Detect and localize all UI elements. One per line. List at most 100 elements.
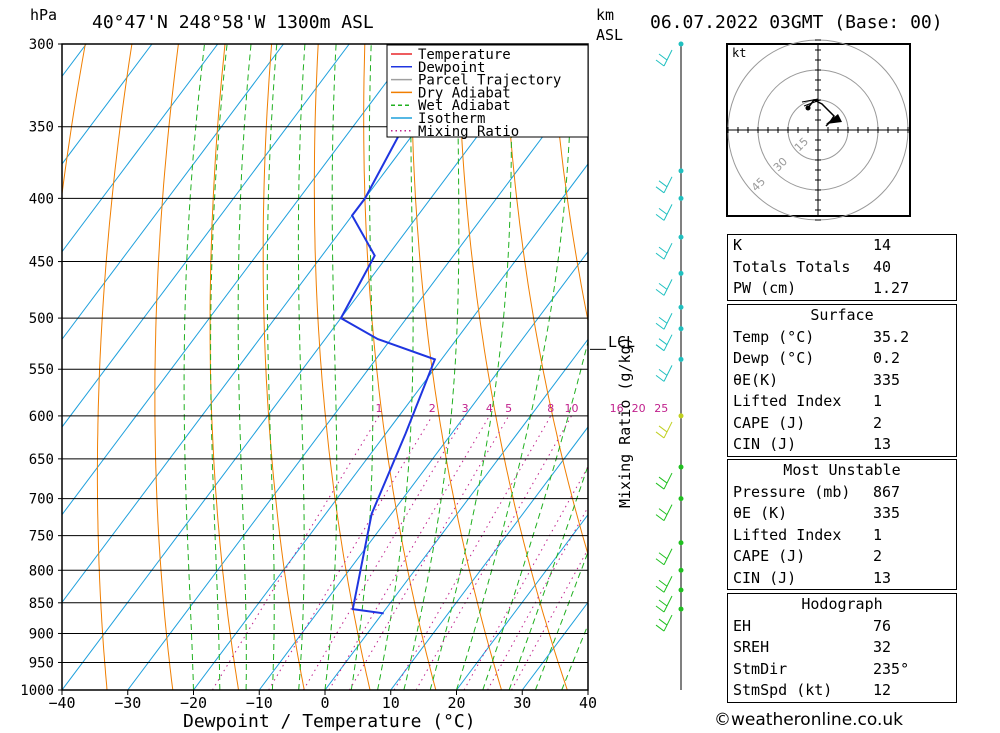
y-tick-label: 350 xyxy=(29,120,54,136)
wind-barb xyxy=(655,204,673,221)
mu-theta-e-value: 335 xyxy=(873,504,901,522)
credit-link[interactable]: ©weatheronline.co.uk xyxy=(714,710,904,730)
dry-adiabat-line xyxy=(154,44,179,690)
surface-theta-e-value: 335 xyxy=(873,370,901,389)
wind-barbs xyxy=(655,41,684,690)
mixing-ratio-line xyxy=(463,465,588,690)
hodograph-point xyxy=(805,105,811,111)
mixing-ratio-label: 5 xyxy=(505,402,512,415)
y-tick-label: 1000 xyxy=(20,683,54,699)
sreh-value: 32 xyxy=(873,638,892,656)
isotherm-line xyxy=(62,44,284,341)
wet-adiabat-line xyxy=(534,550,588,690)
y-tick-label: 700 xyxy=(29,492,54,508)
wind-barb xyxy=(655,614,673,632)
wind-level-dot xyxy=(678,168,684,174)
mixing-ratio-label: 10 xyxy=(564,402,578,415)
mixing-ratio-label: 2 xyxy=(429,402,436,415)
wind-barb xyxy=(655,334,673,352)
wet-adiabat-line xyxy=(183,44,205,690)
mixing-ratio-label: 3 xyxy=(462,402,469,415)
hodograph-unit-label: kt xyxy=(732,46,746,60)
stmdir-value: 235° xyxy=(873,659,910,678)
wind-level-dot xyxy=(678,587,684,593)
totals-totals-label: Totals Totals xyxy=(733,257,851,276)
x-tick-label: 0 xyxy=(320,694,329,712)
mixing-ratio-line xyxy=(349,415,510,690)
isotherm-line xyxy=(456,513,588,690)
wind-level-dot xyxy=(678,234,684,240)
datetime-title: 06.07.2022 03GMT (Base: 00) xyxy=(650,12,943,33)
dry-adiabat-line xyxy=(363,44,437,690)
mixing-ratio-line xyxy=(511,548,588,690)
most-unstable-table: Most Unstable Pressure (mb) 867 θE (K) 335… xyxy=(727,459,957,590)
x-tick-label: 10 xyxy=(382,694,400,712)
wet-adiabat-line xyxy=(266,44,278,690)
dry-adiabat-line xyxy=(550,44,588,323)
wind-level-dot xyxy=(678,464,684,470)
surface-dewp-value: 0.2 xyxy=(873,349,901,367)
wind-level-dot xyxy=(678,356,684,362)
most-unstable-title: Most Unstable xyxy=(783,461,901,479)
mu-li-label: Lifted Index xyxy=(733,525,842,544)
isotherm-line xyxy=(62,44,416,516)
mu-cin-value: 13 xyxy=(873,568,892,587)
mixing-ratio-line xyxy=(211,415,380,690)
isotherm-line xyxy=(62,44,350,428)
surface-cape-value: 2 xyxy=(873,413,883,432)
surface-temp-value: 35.2 xyxy=(873,327,910,346)
wind-level-dot xyxy=(678,567,684,573)
hodograph-stats-title: Hodograph xyxy=(801,595,883,613)
surface-temp-label: Temp (°C) xyxy=(733,327,815,346)
dewpoint-profile xyxy=(339,44,449,615)
surface-cape-label: CAPE (J) xyxy=(733,413,806,432)
mixing-ratio-label: 8 xyxy=(547,402,554,415)
legend-label: Mixing Ratio xyxy=(418,124,519,140)
isotherm-line xyxy=(258,250,588,690)
isotherm-line xyxy=(0,44,21,690)
wind-level-dot xyxy=(678,540,684,546)
mixing-ratio-line xyxy=(268,415,433,690)
surface-table: Surface Temp (°C) 35.2 Dewp (°C) 0.2 θE(K)… xyxy=(727,304,957,457)
hpa-unit-label: hPa xyxy=(30,6,57,24)
x-axis-title: Dewpoint / Temperature (°C) xyxy=(183,711,476,732)
location-title: 40°47'N 248°58'W 1300m ASL xyxy=(92,12,374,33)
hodograph-trace-upper xyxy=(801,98,821,107)
wind-level-dot xyxy=(678,496,684,502)
sreh-label: SREH xyxy=(733,638,770,656)
mu-cape-label: CAPE (J) xyxy=(733,547,806,565)
wind-barb xyxy=(655,279,673,296)
surface-dewp-label: Dewp (°C) xyxy=(733,349,815,367)
x-tick-label: 20 xyxy=(447,694,465,712)
mixing-ratio-label: 1 xyxy=(375,402,382,415)
y-tick-label: 800 xyxy=(29,563,54,579)
asl-unit-label: ASL xyxy=(596,26,623,44)
pw-label: PW (cm) xyxy=(733,279,797,297)
stmspd-label: StmSpd (kt) xyxy=(733,681,833,699)
x-tick-label: −30 xyxy=(114,694,141,712)
isotherm-line xyxy=(390,426,588,690)
y-tick-label: 950 xyxy=(29,655,54,671)
isotherm-line xyxy=(62,44,547,690)
mu-cin-label: CIN (J) xyxy=(733,568,797,587)
stmspd-value: 12 xyxy=(873,681,892,699)
legend-label: Dry Adiabat xyxy=(418,85,511,101)
y-tick-label: 500 xyxy=(29,311,54,327)
surface-li-label: Lifted Index xyxy=(733,392,842,410)
mu-li-value: 1 xyxy=(873,525,883,544)
mixing-ratio-label: 20 xyxy=(632,402,646,415)
dry-adiabat-line xyxy=(96,44,133,690)
wind-barb xyxy=(655,49,673,67)
eh-label: EH xyxy=(733,616,752,635)
isotherm-line xyxy=(62,44,219,253)
mixing-ratio-label: 16 xyxy=(610,402,624,415)
mu-pressure-value: 867 xyxy=(873,482,901,501)
wind-level-dot xyxy=(678,195,684,201)
wind-barb xyxy=(655,421,673,439)
indices-table: K 14 Totals Totals 40 PW (cm) 1.27 xyxy=(727,234,957,301)
isotherm-line xyxy=(324,338,588,690)
legend-label: Temperature xyxy=(418,47,511,63)
legend-label: Isotherm xyxy=(418,111,485,127)
k-index-value: 14 xyxy=(873,236,892,254)
wet-adiabat-line xyxy=(324,44,338,690)
